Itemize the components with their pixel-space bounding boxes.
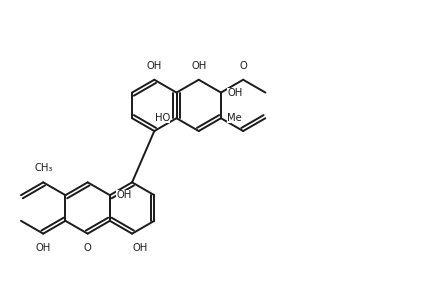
Text: OH: OH [116, 190, 131, 200]
Text: Me: Me [227, 113, 242, 123]
Text: O: O [239, 60, 247, 71]
Text: OH: OH [132, 243, 147, 253]
Text: HO: HO [155, 113, 170, 123]
Text: OH: OH [227, 88, 242, 97]
Text: CH₃: CH₃ [34, 163, 53, 173]
Text: OH: OH [36, 243, 51, 253]
Text: O: O [84, 243, 91, 253]
Text: OH: OH [191, 60, 206, 71]
Text: OH: OH [147, 60, 162, 71]
